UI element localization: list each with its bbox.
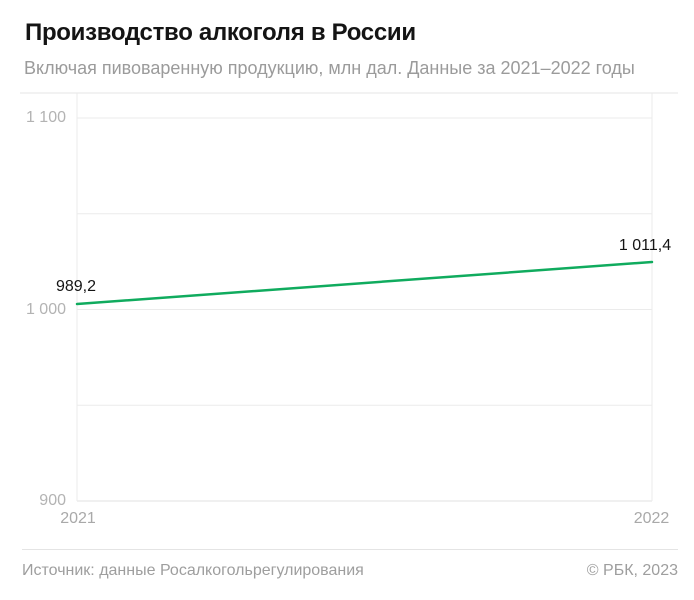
y-axis-tick-label: 900 [39, 492, 66, 509]
chart-title: Производство алкоголя в России [25, 19, 416, 46]
data-point-label: 1 011,4 [618, 237, 672, 254]
y-axis-tick-label: 1 100 [25, 109, 66, 126]
y-axis-tick-label: 1 000 [25, 300, 66, 318]
x-axis-tick-label: 2022 [633, 510, 670, 527]
copyright-text: © РБК, 2023 [586, 562, 678, 579]
source-text: Источник: данные Росалкогольрегулировани… [22, 562, 364, 579]
chart-footer: Источник: данные Росалкогольрегулировани… [22, 549, 678, 580]
chart-subtitle: Включая пивоваренную продукцию, млн дал.… [24, 58, 635, 78]
data-point-label: 989,2 [55, 278, 97, 295]
x-axis-tick-label: 2021 [60, 510, 96, 527]
